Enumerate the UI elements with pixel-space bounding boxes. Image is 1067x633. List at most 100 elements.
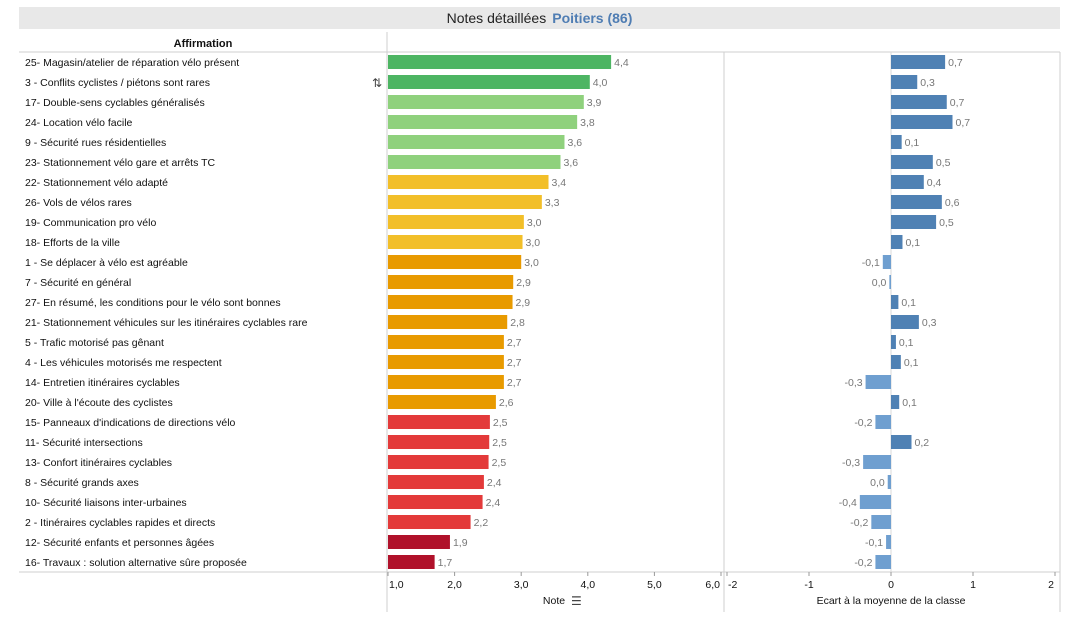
note-value-label: 2,6 xyxy=(499,397,514,409)
category-label: 17- Double-sens cyclables généralisés xyxy=(25,97,205,109)
note-bar xyxy=(388,455,489,469)
category-label: 2 - Itinéraires cyclables rapides et dir… xyxy=(25,517,215,529)
category-label: 23- Stationnement vélo gare et arrêts TC xyxy=(25,157,215,169)
ecart-bar xyxy=(891,295,899,309)
category-label: 11- Sécurité intersections xyxy=(25,437,143,449)
note-value-label: 3,0 xyxy=(526,237,541,249)
ecart-value-label: 0,5 xyxy=(939,217,954,229)
note-value-label: 2,4 xyxy=(486,497,501,509)
ecart-value-label: 0,7 xyxy=(948,57,963,69)
note-bar xyxy=(388,95,584,109)
note-tick-label: 3,0 xyxy=(514,579,529,591)
ecart-value-label: 0,1 xyxy=(901,297,916,309)
ecart-value-label: 0,5 xyxy=(936,157,951,169)
category-label: 4 - Les véhicules motorisés me respecten… xyxy=(25,357,222,369)
ecart-value-label: 0,7 xyxy=(950,97,965,109)
note-bar xyxy=(388,235,523,249)
ecart-bar xyxy=(891,175,924,189)
ecart-value-label: -0,3 xyxy=(842,457,860,469)
category-label: 3 - Conflits cyclistes / piétons sont ra… xyxy=(25,77,210,89)
note-value-label: 3,9 xyxy=(587,97,602,109)
note-value-label: 3,6 xyxy=(563,157,578,169)
note-bar xyxy=(388,395,496,409)
note-axis-title: Note xyxy=(543,595,565,607)
category-label: 16- Travaux : solution alternative sûre … xyxy=(25,557,247,569)
ecart-value-label: 0,3 xyxy=(920,77,935,89)
ecart-value-label: 0,3 xyxy=(922,317,937,329)
category-label: 21- Stationnement véhicules sur les itin… xyxy=(25,317,308,329)
category-label: 9 - Sécurité rues résidentielles xyxy=(25,137,166,149)
note-bar xyxy=(388,335,504,349)
note-bar xyxy=(388,115,578,129)
ecart-axis-title: Ecart à la moyenne de la classe xyxy=(817,595,966,607)
note-bar xyxy=(388,495,483,509)
note-value-label: 4,4 xyxy=(614,57,629,69)
chart-title: Notes détaillées xyxy=(446,10,547,26)
note-bar xyxy=(388,155,561,169)
note-value-label: 2,2 xyxy=(474,517,489,529)
column-header: Affirmation xyxy=(173,38,233,50)
ecart-value-label: -0,1 xyxy=(865,537,883,549)
note-value-label: 3,6 xyxy=(567,137,582,149)
ecart-tick-label: 2 xyxy=(1048,579,1054,591)
note-bar xyxy=(388,315,508,329)
ecart-value-label: 0,1 xyxy=(902,397,917,409)
category-label: 15- Panneaux d'indications de directions… xyxy=(25,417,236,429)
ecart-value-label: 0,4 xyxy=(927,177,942,189)
note-bar xyxy=(388,135,565,149)
note-value-label: 2,5 xyxy=(492,457,507,469)
category-label: 20- Ville à l'écoute des cyclistes xyxy=(25,397,173,409)
note-value-label: 1,7 xyxy=(438,557,453,569)
note-value-label: 3,8 xyxy=(580,117,595,129)
note-value-label: 2,7 xyxy=(507,357,522,369)
ecart-value-label: 0,0 xyxy=(870,477,885,489)
ecart-value-label: -0,1 xyxy=(862,257,880,269)
note-value-label: 1,9 xyxy=(453,537,468,549)
ecart-bar xyxy=(891,335,896,349)
ecart-bar xyxy=(891,155,933,169)
ecart-bar xyxy=(891,55,946,69)
ecart-bar xyxy=(891,395,900,409)
ecart-tick-label: 0 xyxy=(888,579,894,591)
note-bar xyxy=(388,435,490,449)
sort-icon[interactable]: ⇅ xyxy=(372,76,383,90)
ecart-bar xyxy=(891,195,942,209)
ecart-value-label: 0,7 xyxy=(956,117,971,129)
note-value-label: 2,7 xyxy=(507,377,522,389)
chart-subtitle: Poitiers (86) xyxy=(552,10,633,26)
ecart-tick-label: -2 xyxy=(728,579,737,591)
ecart-bar xyxy=(889,275,891,289)
note-value-label: 2,9 xyxy=(516,297,531,309)
note-value-label: 2,4 xyxy=(487,477,502,489)
ecart-bar xyxy=(887,475,891,489)
category-label: 24- Location vélo facile xyxy=(25,117,133,129)
note-value-label: 3,3 xyxy=(545,197,560,209)
ecart-value-label: 0,6 xyxy=(945,197,960,209)
category-label: 14- Entretien itinéraires cyclables xyxy=(25,377,180,389)
ecart-bar xyxy=(891,95,947,109)
category-label: 13- Confort itinéraires cyclables xyxy=(25,457,172,469)
ecart-tick-label: 1 xyxy=(970,579,976,591)
ecart-value-label: -0,2 xyxy=(850,517,868,529)
category-label: 19- Communication pro vélo xyxy=(25,217,156,229)
note-bar xyxy=(388,55,612,69)
note-value-label: 2,5 xyxy=(493,417,508,429)
ecart-value-label: 0,0 xyxy=(872,277,887,289)
ecart-bar xyxy=(891,355,901,369)
note-tick-label: 5,0 xyxy=(647,579,662,591)
note-bar xyxy=(388,295,513,309)
ecart-value-label: 0,1 xyxy=(904,357,919,369)
sort-descending-icon[interactable]: ☰ xyxy=(571,594,582,608)
ecart-value-label: -0,4 xyxy=(839,497,857,509)
note-bar xyxy=(388,75,590,89)
category-label: 26- Vols de vélos rares xyxy=(25,197,132,209)
ecart-bar xyxy=(871,515,891,529)
ecart-bar xyxy=(865,375,891,389)
ecart-value-label: 0,2 xyxy=(915,437,930,449)
note-bar xyxy=(388,515,471,529)
category-label: 27- En résumé, les conditions pour le vé… xyxy=(25,297,281,309)
ecart-value-label: -0,2 xyxy=(854,557,872,569)
ecart-bar xyxy=(891,435,912,449)
ecart-bar xyxy=(891,135,902,149)
note-value-label: 2,5 xyxy=(492,437,507,449)
